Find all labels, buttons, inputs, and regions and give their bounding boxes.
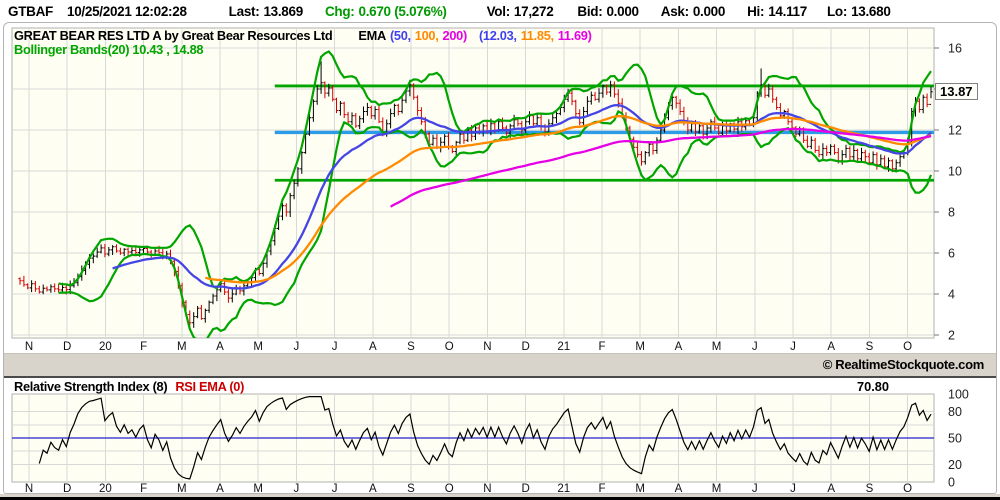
rsi-last-value: 70.80 (857, 379, 890, 394)
quote-last: Last: 13.869 (228, 3, 304, 19)
svg-text:20: 20 (99, 483, 112, 493)
ema-50 (112, 103, 932, 290)
svg-text:0: 0 (948, 476, 955, 490)
quote-ask: Ask: 0.000 (660, 3, 726, 19)
svg-text:S: S (866, 483, 874, 493)
candles-up (29, 61, 933, 328)
svg-text:M: M (712, 341, 722, 353)
svg-text:N: N (483, 483, 491, 493)
quote-datetime: 10/25/2021 12:02:28 (67, 3, 187, 19)
svg-text:D: D (63, 483, 71, 493)
svg-text:100: 100 (948, 388, 969, 402)
svg-text:A: A (827, 341, 835, 353)
svg-text:D: D (521, 341, 529, 353)
svg-text:6: 6 (948, 247, 955, 261)
svg-text:N: N (483, 341, 491, 353)
svg-text:F: F (598, 483, 605, 493)
quote-change: Chg: 0.670 (5.076%) (324, 3, 447, 19)
svg-text:A: A (827, 483, 835, 493)
svg-text:N: N (25, 483, 33, 493)
svg-text:O: O (445, 341, 454, 353)
svg-text:F: F (598, 341, 605, 353)
main-chart-canvas: ND20FMAMJJASOND21FMAMJJASO246810121416 (11, 27, 962, 353)
svg-text:J: J (790, 341, 796, 353)
rsi-panel: N D 20 F M A M J J A S O N D 21 F M A M J J A S O 100 80 50 20 0 Rel… (4, 378, 996, 493)
svg-text:M: M (635, 483, 645, 493)
quote-bid: Bid: 0.000 (577, 3, 639, 19)
bottom-bar (0, 494, 1000, 500)
svg-text:M: M (177, 341, 187, 353)
svg-text:F: F (140, 483, 147, 493)
ema-100 (205, 114, 932, 284)
rsi-ema-label: RSI EMA (0) (175, 379, 245, 394)
svg-text:12: 12 (948, 124, 962, 138)
chart-legend: GREAT BEAR RES LTD A by Great Bear Resou… (14, 28, 592, 43)
main-price-chart: ND20FMAMJJASOND21FMAMJJASO246810121416 G… (4, 23, 996, 353)
svg-text:J: J (332, 483, 338, 493)
svg-text:J: J (332, 341, 338, 353)
svg-text:J: J (752, 483, 758, 493)
copyright-text: © RealtimeStockquote.com (822, 357, 985, 372)
svg-text:A: A (675, 483, 683, 493)
svg-text:N: N (25, 341, 33, 353)
svg-text:D: D (521, 483, 529, 493)
svg-text:2: 2 (948, 329, 955, 343)
svg-text:10: 10 (948, 165, 962, 179)
svg-text:O: O (445, 483, 454, 493)
candles-down (18, 81, 929, 328)
ema-legend-label: EMA (358, 28, 386, 43)
svg-text:J: J (790, 483, 796, 493)
svg-text:21: 21 (557, 483, 570, 493)
svg-text:20: 20 (948, 458, 962, 472)
quote-volume: Vol: 17,272 (486, 3, 554, 19)
quote-high: Hi: 14.117 (747, 3, 807, 19)
svg-text:O: O (903, 341, 912, 353)
bollinger-upper (58, 50, 932, 290)
ticker-symbol: GTBAF (8, 3, 53, 19)
rsi-axis: 100 80 50 20 0 (948, 388, 969, 490)
svg-text:A: A (369, 483, 377, 493)
svg-text:50: 50 (948, 432, 962, 446)
svg-text:M: M (712, 483, 722, 493)
last-price-badge: 13.87 (935, 83, 978, 100)
svg-text:O: O (903, 483, 912, 493)
svg-text:M: M (177, 483, 187, 493)
copyright-band: © RealtimeStockquote.com (4, 353, 996, 378)
rsi-header: Relative Strength Index (8) RSI EMA (0) (14, 379, 244, 394)
quote-low: Lo: 13.680 (826, 3, 891, 19)
chart-panel: ND20FMAMJJASOND21FMAMJJASO246810121416 G… (3, 22, 997, 494)
svg-text:D: D (63, 341, 71, 353)
svg-text:16: 16 (948, 42, 962, 56)
svg-text:20: 20 (99, 341, 112, 353)
svg-text:M: M (253, 341, 263, 353)
svg-text:8: 8 (948, 206, 955, 220)
svg-text:4: 4 (948, 288, 955, 302)
svg-text:A: A (675, 341, 683, 353)
bollinger-legend: Bollinger Bands(20) 10.43 , 14.88 (14, 42, 204, 57)
svg-text:S: S (866, 341, 874, 353)
svg-text:A: A (216, 483, 224, 493)
rsi-line (38, 396, 932, 480)
svg-text:J: J (294, 483, 300, 493)
svg-text:A: A (369, 341, 377, 353)
svg-text:F: F (140, 341, 147, 353)
svg-text:A: A (216, 341, 224, 353)
svg-text:S: S (407, 483, 415, 493)
svg-text:21: 21 (557, 341, 570, 353)
rsi-title: Relative Strength Index (8) (14, 379, 168, 394)
svg-text:M: M (253, 483, 263, 493)
quote-header: GTBAF 10/25/2021 12:02:28 Last: 13.869 Ch… (0, 0, 1000, 22)
svg-text:80: 80 (948, 405, 962, 419)
svg-text:J: J (294, 341, 300, 353)
chart-title: GREAT BEAR RES LTD A by Great Bear Resou… (14, 28, 333, 43)
svg-text:J: J (752, 341, 758, 353)
svg-text:S: S (407, 341, 415, 353)
ema-200 (390, 127, 932, 208)
svg-text:M: M (635, 341, 645, 353)
rsi-chart-canvas: N D 20 F M A M J J A S O N D 21 F M A M J J A S O 100 80 50 20 0 (11, 388, 969, 493)
